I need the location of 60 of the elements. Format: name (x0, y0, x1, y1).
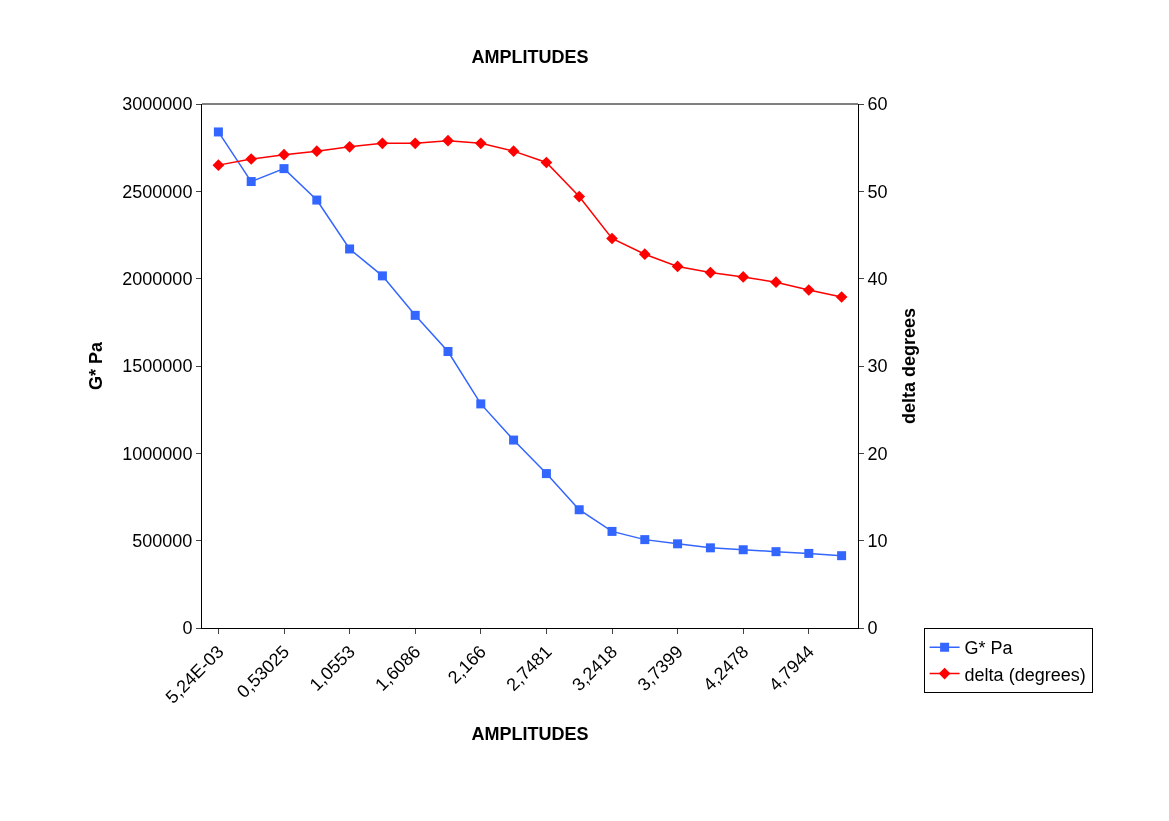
point (410, 310, 420, 320)
point (738, 545, 748, 555)
point (312, 195, 322, 205)
point (377, 271, 387, 281)
point (540, 156, 553, 169)
point (442, 134, 454, 147)
point (607, 526, 617, 536)
y-tick-label: 1500000 (122, 356, 193, 377)
x-axis-title: AMPLITUDES (471, 723, 589, 744)
point (804, 548, 814, 558)
point (278, 148, 290, 161)
point (737, 271, 750, 283)
point (640, 535, 650, 545)
point (606, 232, 618, 245)
point (671, 260, 684, 273)
legend-label: G* Pa (964, 638, 1014, 659)
point (409, 137, 422, 150)
point (345, 244, 355, 254)
point (343, 140, 356, 153)
y-tick-label: 1000000 (122, 443, 193, 464)
y2-tick-label: 60 (867, 94, 888, 115)
point (770, 276, 782, 289)
y2-tick-label: 40 (867, 268, 888, 289)
y-tick-label: 2000000 (122, 268, 193, 289)
point (705, 543, 715, 553)
y2-tick-label: 10 (867, 530, 888, 551)
y-tick-label: 2500000 (122, 181, 193, 202)
point (279, 164, 289, 174)
legend-label: delta (degrees) (964, 664, 1086, 685)
y2-axis-title: delta degrees (898, 307, 919, 425)
point (673, 539, 683, 549)
y2-tick-label: 30 (867, 356, 888, 377)
point (541, 469, 551, 479)
y2-tick-label: 0 (867, 618, 878, 639)
y-tick-label: 500000 (132, 530, 193, 551)
point (638, 248, 651, 261)
y-tick-label: 0 (182, 618, 193, 639)
point (474, 137, 487, 150)
chart-title: AMPLITUDES (471, 47, 589, 68)
y2-tick-label: 50 (867, 181, 888, 202)
point (574, 505, 584, 515)
point (507, 145, 520, 158)
point (212, 159, 225, 171)
point (443, 347, 453, 356)
point (245, 153, 258, 165)
point (310, 145, 323, 158)
point (835, 291, 848, 303)
point (246, 177, 256, 187)
point (376, 137, 389, 150)
y-tick-label: 3000000 (122, 94, 193, 115)
point (476, 399, 486, 409)
point (573, 190, 586, 203)
point (213, 127, 223, 137)
point (509, 435, 519, 445)
y2-tick-label: 20 (867, 443, 888, 464)
point (837, 551, 847, 561)
point (704, 266, 717, 279)
y-axis-title: G* Pa (85, 341, 106, 391)
point (771, 547, 781, 557)
point (802, 284, 815, 296)
